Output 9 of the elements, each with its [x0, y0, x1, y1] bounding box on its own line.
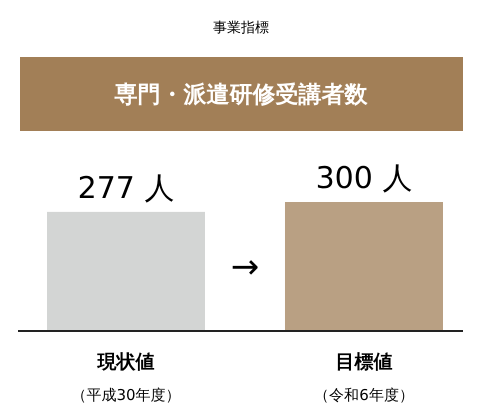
chart-title: 事業指標 [213, 20, 269, 36]
annotation: → [230, 247, 260, 287]
x-tick-label: 現状値 [96, 351, 155, 373]
data-label: 300 人 [316, 161, 412, 196]
text: （平成30年度） [71, 386, 181, 404]
data-label: 277 人 [78, 170, 174, 206]
chart-subtitle: 専門・派遣研修受講者数 [114, 82, 368, 108]
text: （令和6年度） [314, 386, 414, 404]
x-tick-label: 目標値 [335, 351, 392, 373]
